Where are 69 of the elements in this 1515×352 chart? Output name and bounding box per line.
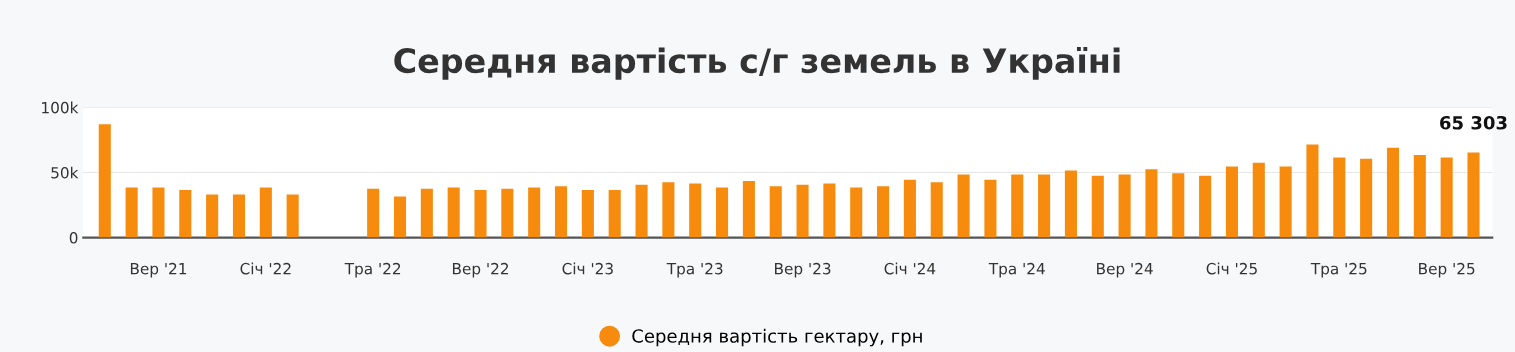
- bar: [1118, 174, 1131, 238]
- bar: [769, 186, 782, 238]
- bar: [259, 187, 272, 238]
- bar: [1038, 174, 1051, 238]
- bar: [1440, 157, 1453, 238]
- x-tick-label: Січ '25: [1206, 262, 1257, 275]
- x-tick-label: Вер '23: [775, 262, 831, 278]
- bar: [1279, 166, 1292, 238]
- bar: [420, 188, 433, 238]
- bar: [125, 187, 138, 238]
- bar: [850, 187, 863, 238]
- bar: [1064, 170, 1077, 238]
- bar: [823, 183, 836, 238]
- bar: [393, 196, 407, 238]
- x-tick-label: Тра '22: [344, 262, 401, 278]
- bar: [447, 187, 460, 238]
- x-tick-label: Вер '21: [130, 262, 187, 278]
- bar: [1091, 175, 1104, 238]
- x-tick-label: Січ '23: [562, 262, 613, 275]
- bar: [930, 182, 943, 238]
- bar: [1225, 166, 1238, 238]
- y-tick-label: 50k: [51, 166, 79, 179]
- x-tick-label: Січ '24: [884, 262, 936, 275]
- bar: [608, 190, 621, 238]
- bar: [1172, 173, 1185, 238]
- bar: [662, 182, 675, 238]
- bar: [1011, 174, 1024, 238]
- bar: [1360, 158, 1373, 238]
- bar: [716, 187, 729, 238]
- bar: [474, 190, 487, 238]
- x-tick-label: Тра '25: [1310, 262, 1367, 278]
- bar: [1252, 162, 1265, 238]
- bar: [903, 179, 916, 238]
- y-tick-label: 0: [69, 232, 78, 244]
- bar: [1333, 157, 1346, 238]
- bar: [1467, 152, 1480, 238]
- bar: [152, 187, 165, 238]
- bar: [528, 187, 541, 238]
- bar: [796, 184, 809, 238]
- bar: [286, 194, 299, 238]
- bar: [742, 180, 755, 238]
- bar: [367, 188, 380, 238]
- x-tick-label: Тра '23: [666, 262, 723, 278]
- x-tick-label: Вер '25: [1419, 262, 1475, 278]
- bar: [1306, 144, 1319, 238]
- x-tick-label: Вер '24: [1097, 262, 1153, 278]
- bar: [877, 186, 890, 238]
- bar: [554, 186, 568, 238]
- bar: [1145, 169, 1158, 238]
- bar: [581, 190, 594, 238]
- bar: [957, 174, 970, 238]
- bar: [689, 183, 702, 238]
- bar: [98, 124, 111, 238]
- x-tick-label: Тра '24: [988, 262, 1045, 278]
- legend-label: Середня вартість гектару, грн: [632, 328, 922, 347]
- bar: [1386, 147, 1400, 238]
- bar: [179, 190, 192, 238]
- bar: [206, 194, 219, 238]
- x-tick-label: Січ '22: [240, 262, 291, 275]
- bar: [501, 188, 514, 238]
- data-label: 65 303: [1440, 115, 1507, 130]
- bar: [1199, 175, 1212, 238]
- bar: [984, 179, 997, 238]
- chart-title: Середня вартість с/г земель в Україні: [394, 47, 1120, 80]
- bar: [232, 194, 246, 238]
- bar: [635, 184, 648, 238]
- bar: [1413, 154, 1426, 238]
- y-tick-label: 100k: [42, 101, 79, 114]
- x-tick-label: Вер '22: [452, 262, 509, 278]
